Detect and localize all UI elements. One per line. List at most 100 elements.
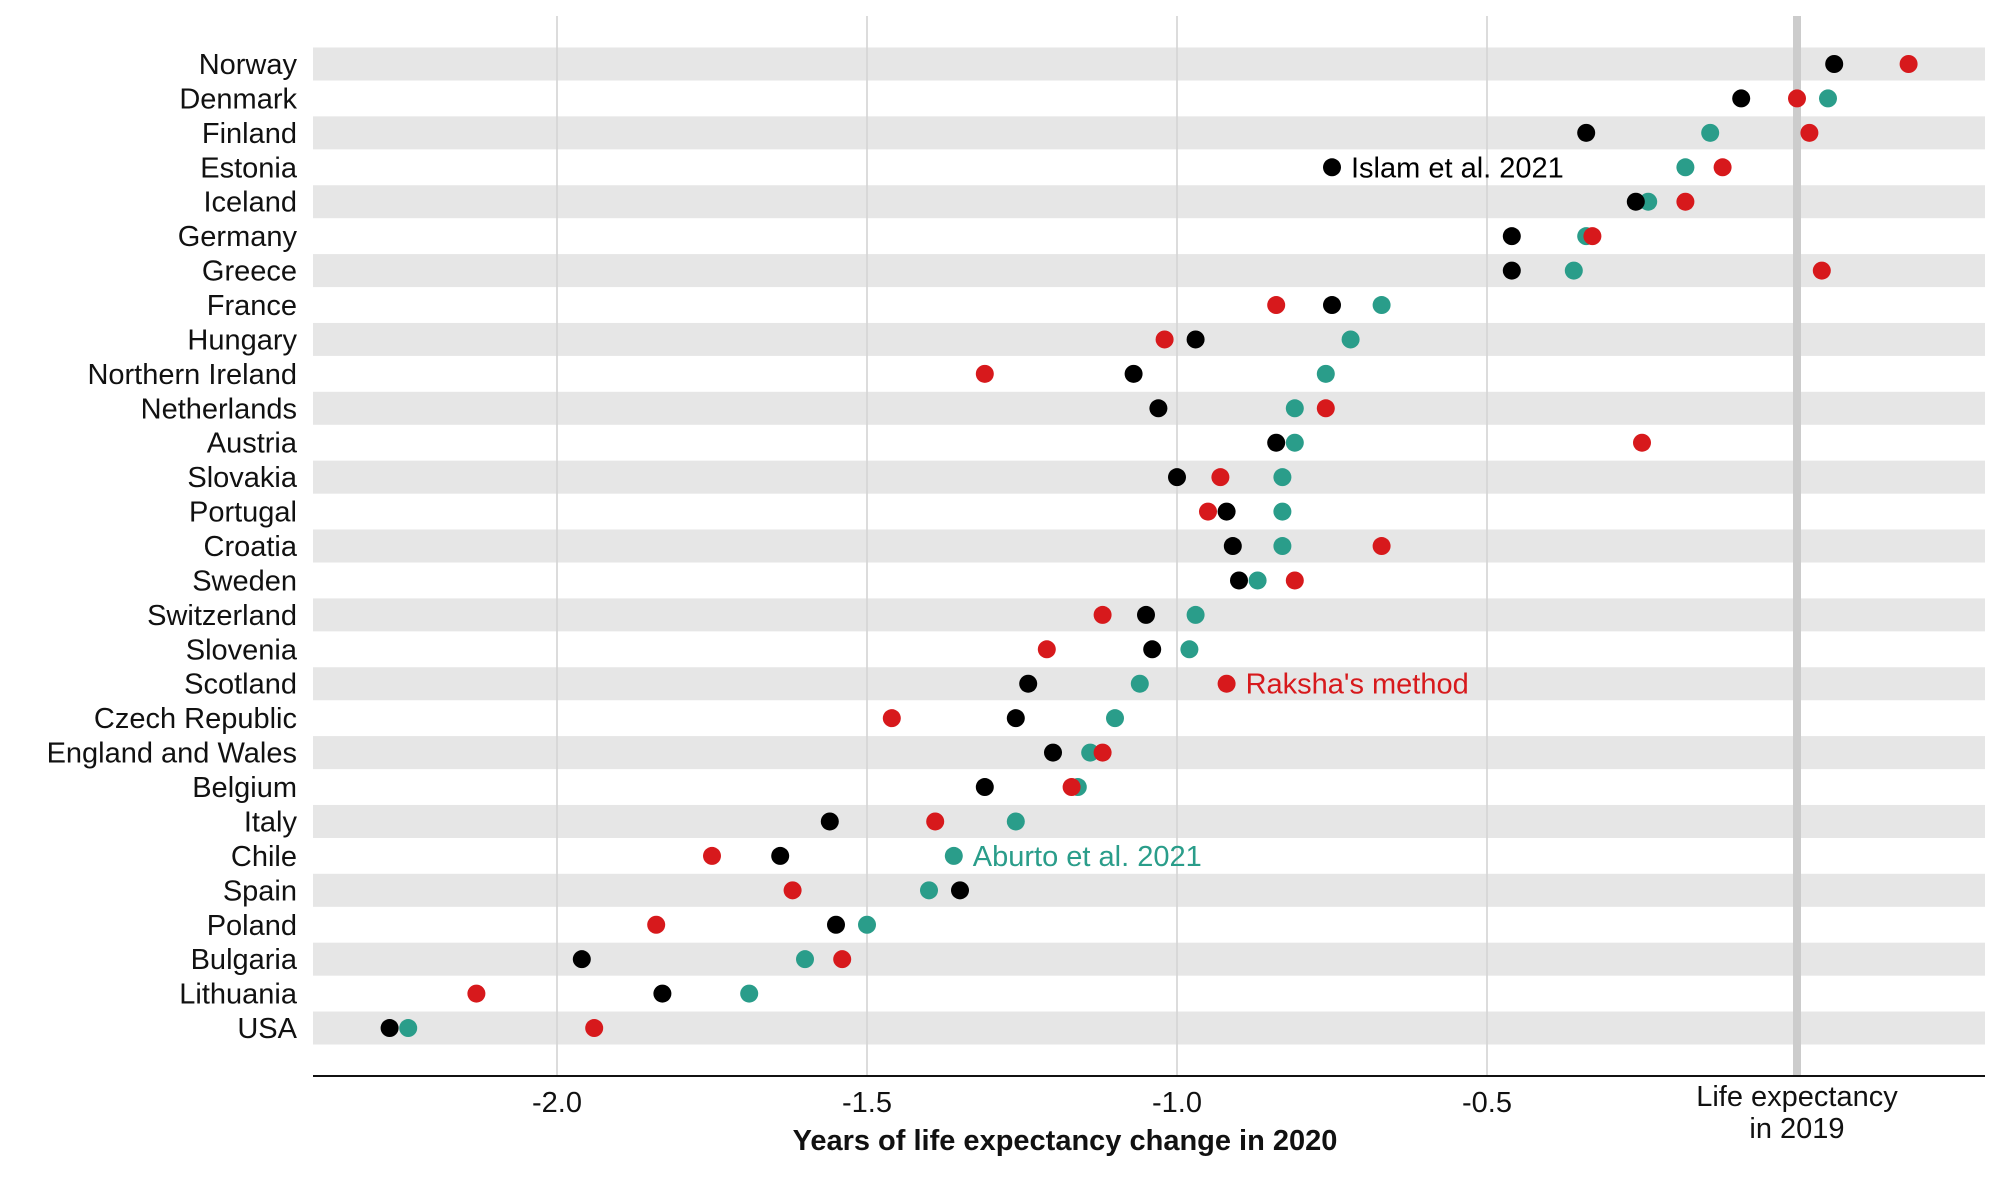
country-label: Croatia bbox=[204, 531, 298, 563]
point-islam bbox=[1502, 261, 1521, 280]
point-aburto bbox=[1273, 468, 1292, 487]
point-raksha bbox=[833, 950, 852, 969]
point-raksha bbox=[1583, 227, 1602, 246]
point-aburto bbox=[1273, 537, 1292, 556]
country-label: Slovenia bbox=[186, 634, 298, 666]
country-label: Lithuania bbox=[179, 979, 298, 1011]
point-islam bbox=[1626, 192, 1645, 211]
point-raksha bbox=[1713, 158, 1732, 177]
row-band bbox=[313, 322, 1985, 356]
point-raksha bbox=[467, 984, 486, 1003]
point-islam bbox=[820, 812, 839, 831]
country-label: Czech Republic bbox=[94, 703, 297, 735]
point-raksha bbox=[783, 881, 802, 900]
country-label: Norway bbox=[199, 49, 298, 81]
point-islam bbox=[1143, 640, 1162, 659]
point-raksha bbox=[1037, 640, 1056, 659]
x-axis: -2.0 -1.5 -1.0 -0.5 Years of life expectanc… bbox=[313, 1075, 1985, 1157]
point-islam bbox=[1168, 468, 1186, 487]
row-bands bbox=[313, 47, 1985, 1045]
point-aburto bbox=[1081, 743, 1100, 762]
point-islam bbox=[380, 1019, 399, 1038]
point-islam bbox=[771, 846, 790, 865]
row-band bbox=[313, 460, 1985, 494]
point-raksha bbox=[1211, 468, 1230, 487]
x-axis-ticks: -2.0 -1.5 -1.0 -0.5 bbox=[532, 1087, 1512, 1119]
point-aburto bbox=[1341, 330, 1360, 349]
point-aburto bbox=[1248, 571, 1267, 590]
country-label: Belgium bbox=[192, 772, 297, 804]
point-raksha bbox=[1372, 537, 1391, 556]
point-islam bbox=[827, 915, 845, 934]
point-islam bbox=[1137, 605, 1155, 624]
point-aburto bbox=[1285, 433, 1304, 452]
data-points bbox=[380, 55, 1918, 1038]
point-raksha bbox=[1093, 605, 1112, 624]
point-islam bbox=[1044, 743, 1062, 762]
vertical-gridlines bbox=[556, 16, 1488, 1076]
point-raksha bbox=[703, 846, 721, 865]
point-islam bbox=[1230, 571, 1248, 590]
point-aburto bbox=[920, 881, 938, 900]
row-band bbox=[313, 529, 1985, 563]
point-islam bbox=[1732, 89, 1751, 108]
x-axis-title: Years of life expectancy change in 2020 bbox=[793, 1125, 1338, 1157]
point-aburto bbox=[1701, 123, 1720, 142]
point-aburto bbox=[1273, 502, 1292, 521]
country-label: Italy bbox=[244, 806, 298, 838]
point-aburto bbox=[1285, 399, 1304, 418]
series-annotation: Raksha's method bbox=[1246, 669, 1469, 701]
point-raksha bbox=[882, 709, 901, 728]
point-raksha bbox=[1285, 571, 1304, 590]
country-labels: NorwayDenmarkFinlandEstoniaIcelandGerman… bbox=[47, 49, 298, 1045]
reference-line-label: Life expectancy bbox=[1696, 1081, 1898, 1113]
country-label: Estonia bbox=[200, 152, 298, 184]
point-islam bbox=[1019, 674, 1038, 693]
row-band bbox=[313, 116, 1985, 150]
point-raksha bbox=[1676, 192, 1695, 211]
point-raksha bbox=[1316, 399, 1335, 418]
country-label: Portugal bbox=[189, 497, 297, 529]
point-raksha bbox=[1788, 89, 1806, 108]
point-islam bbox=[1577, 123, 1596, 142]
point-aburto bbox=[1006, 812, 1025, 831]
row-band bbox=[313, 47, 1985, 81]
point-islam bbox=[951, 881, 969, 900]
point-raksha bbox=[975, 364, 994, 383]
point-islam bbox=[1223, 537, 1242, 556]
point-raksha bbox=[1899, 55, 1918, 73]
country-label: Switzerland bbox=[147, 600, 297, 632]
point-aburto bbox=[740, 984, 759, 1003]
row-band bbox=[313, 667, 1985, 701]
row-band bbox=[313, 254, 1985, 288]
point-aburto bbox=[1676, 158, 1695, 177]
point-aburto bbox=[1372, 296, 1391, 315]
point-islam bbox=[572, 950, 591, 969]
country-label: USA bbox=[237, 1013, 297, 1045]
country-label: Austria bbox=[207, 428, 298, 460]
country-label: Denmark bbox=[179, 83, 297, 115]
point-islam bbox=[1217, 502, 1236, 521]
point-islam bbox=[1323, 158, 1341, 177]
point-islam bbox=[1502, 227, 1521, 246]
country-label: Netherlands bbox=[141, 393, 297, 425]
point-aburto bbox=[1639, 192, 1658, 211]
point-aburto bbox=[1106, 709, 1124, 728]
point-raksha bbox=[1800, 123, 1819, 142]
country-label: Iceland bbox=[203, 187, 297, 219]
row-band bbox=[313, 873, 1985, 907]
point-islam bbox=[653, 984, 672, 1003]
point-islam bbox=[1267, 433, 1286, 452]
country-label: Chile bbox=[231, 841, 297, 873]
x-tick-label: -0.5 bbox=[1462, 1087, 1512, 1119]
point-islam bbox=[1006, 709, 1025, 728]
point-aburto bbox=[858, 915, 876, 934]
point-aburto bbox=[1130, 674, 1149, 693]
point-raksha bbox=[647, 915, 666, 934]
point-aburto bbox=[1186, 605, 1205, 624]
x-tick-label: -1.5 bbox=[842, 1087, 892, 1119]
point-aburto bbox=[944, 846, 963, 865]
point-islam bbox=[975, 778, 994, 797]
